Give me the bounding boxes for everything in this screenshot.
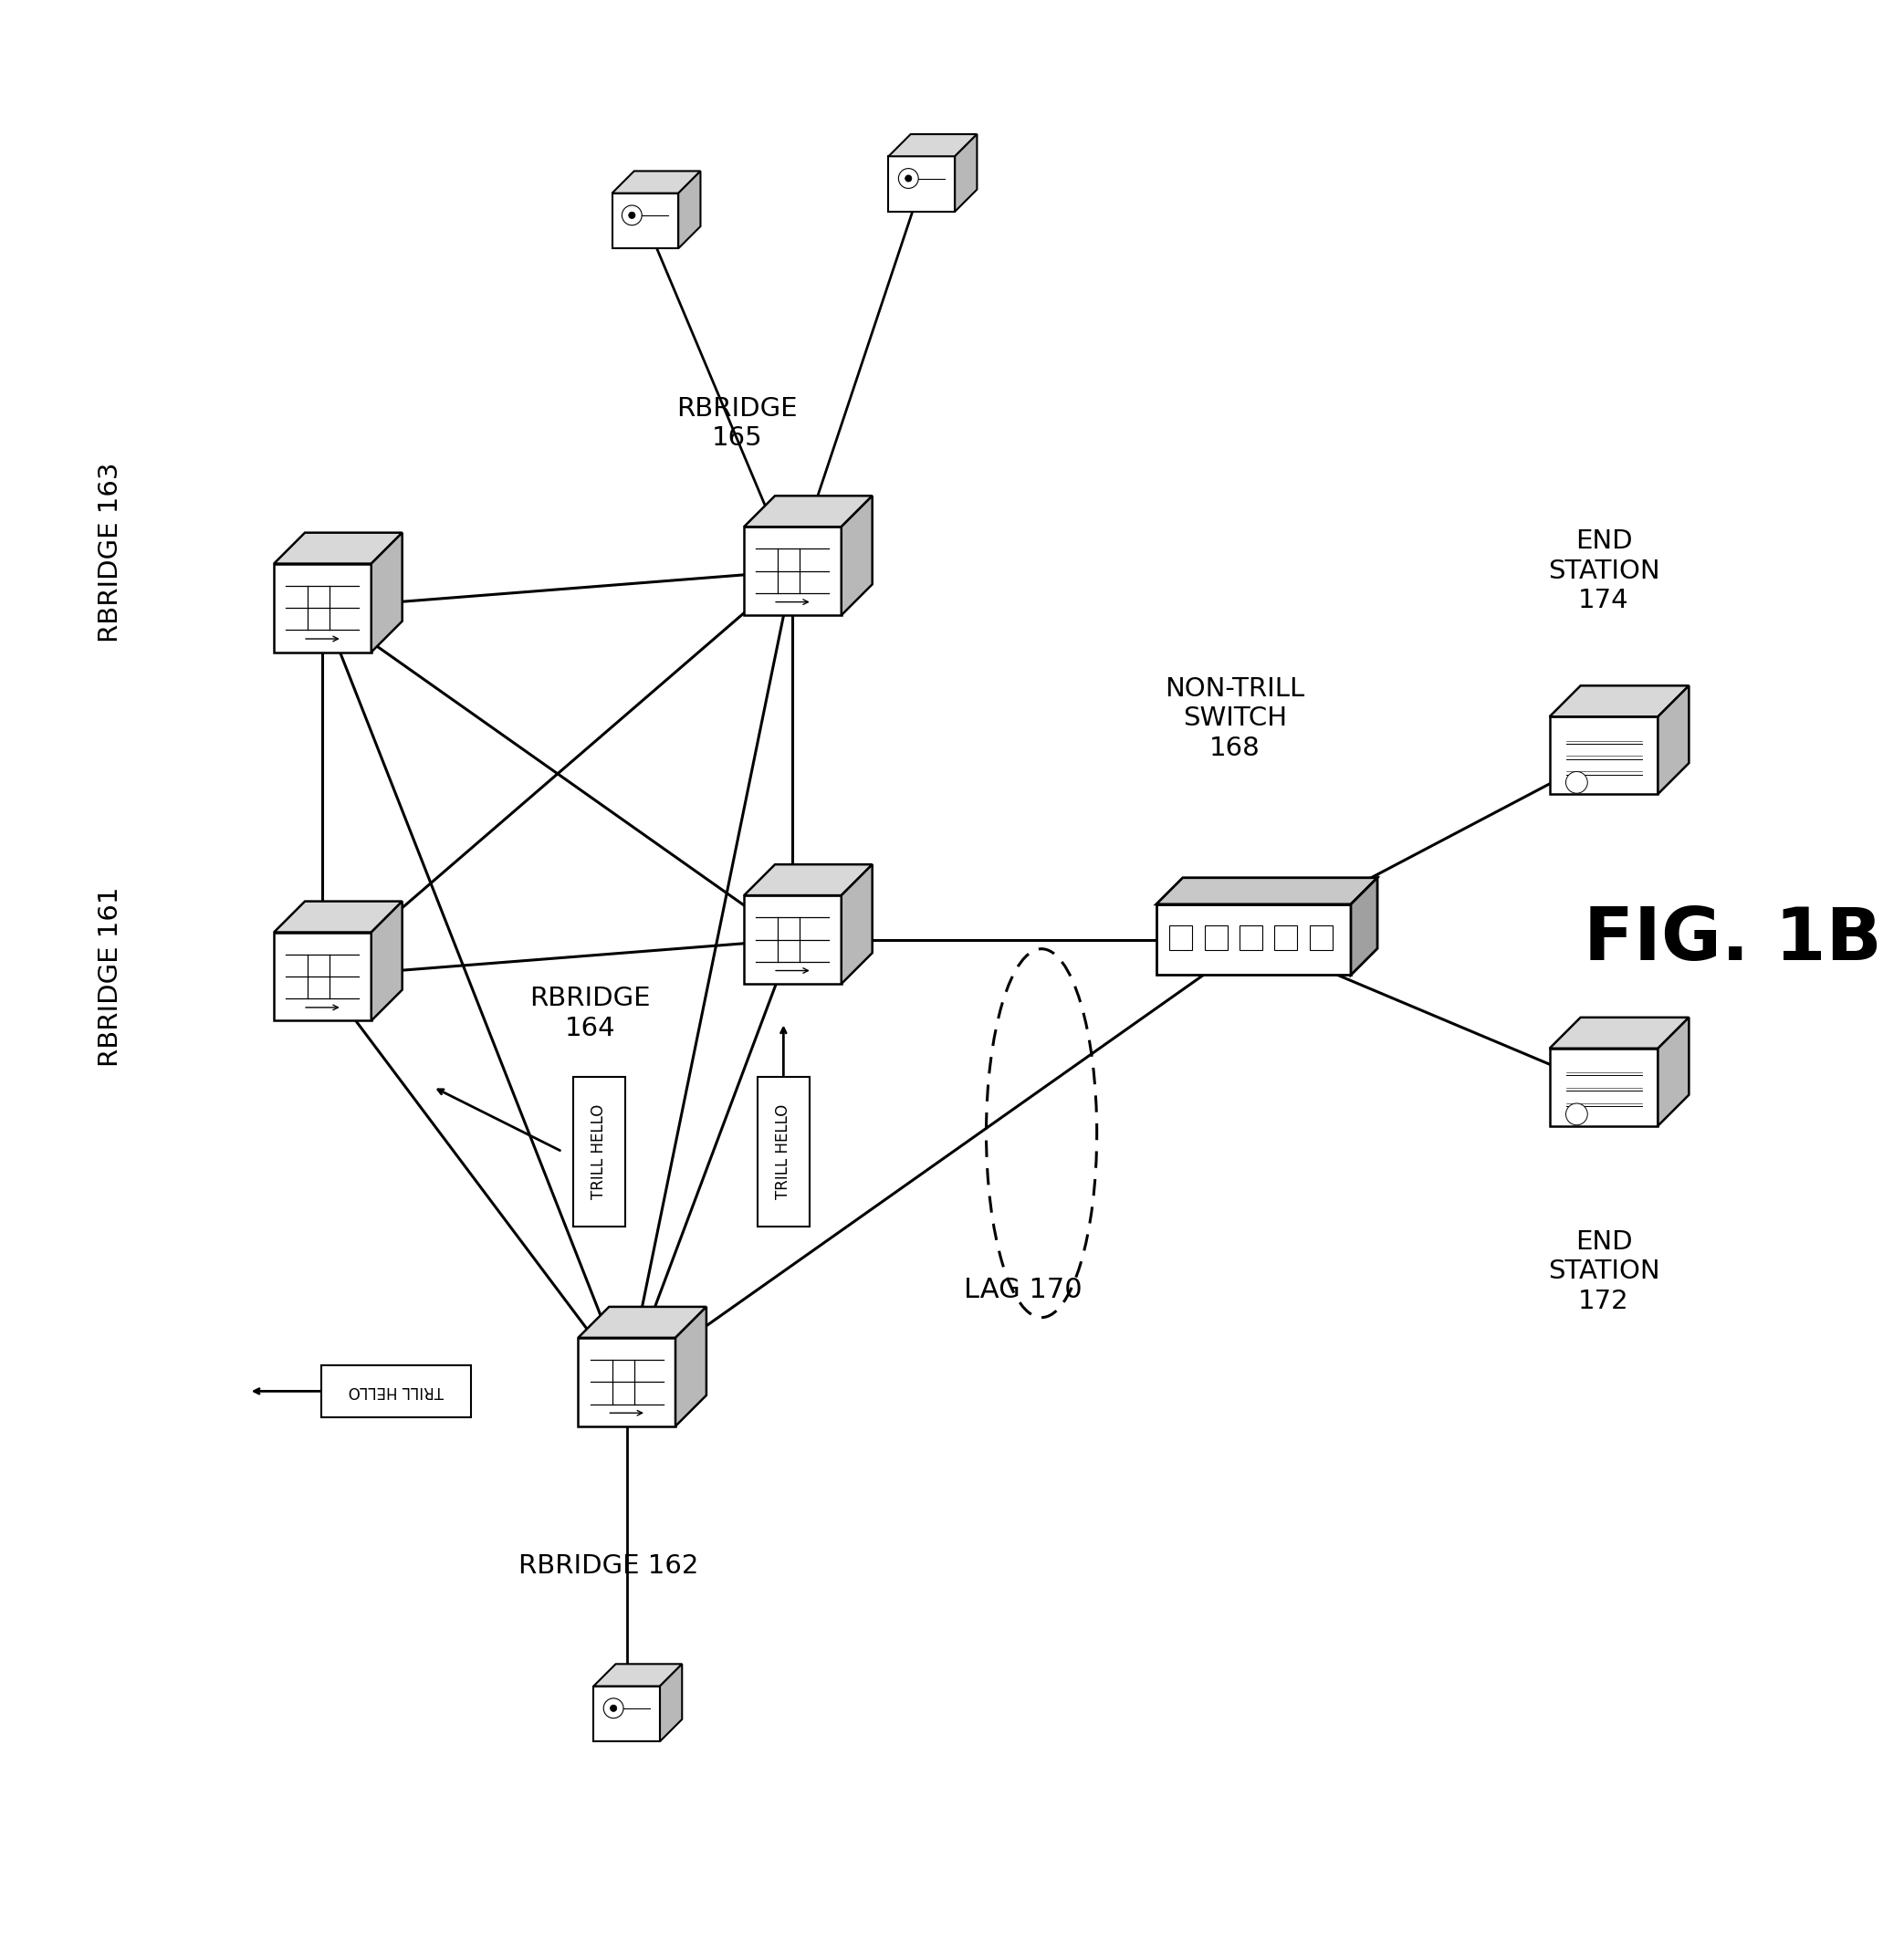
Polygon shape bbox=[274, 900, 402, 932]
Circle shape bbox=[609, 1705, 617, 1711]
Polygon shape bbox=[611, 193, 678, 248]
FancyBboxPatch shape bbox=[322, 1365, 470, 1418]
Text: TRILL HELLO: TRILL HELLO bbox=[348, 1383, 444, 1400]
Polygon shape bbox=[579, 1307, 706, 1338]
Polygon shape bbox=[611, 172, 701, 193]
Polygon shape bbox=[889, 156, 956, 211]
Bar bbox=[1274, 926, 1297, 951]
Text: RBRIDGE 161: RBRIDGE 161 bbox=[97, 887, 124, 1066]
Polygon shape bbox=[1550, 717, 1658, 795]
Polygon shape bbox=[1658, 686, 1689, 795]
Circle shape bbox=[1565, 1103, 1588, 1125]
Text: TRILL HELLO: TRILL HELLO bbox=[775, 1103, 792, 1199]
Polygon shape bbox=[678, 172, 701, 248]
Bar bbox=[1240, 926, 1262, 951]
Text: NON-TRILL
SWITCH
168: NON-TRILL SWITCH 168 bbox=[1165, 676, 1304, 762]
Polygon shape bbox=[1550, 686, 1689, 717]
Polygon shape bbox=[594, 1664, 682, 1685]
Circle shape bbox=[604, 1699, 623, 1719]
Text: RBRIDGE 163: RBRIDGE 163 bbox=[97, 463, 124, 643]
Polygon shape bbox=[744, 527, 842, 615]
Polygon shape bbox=[842, 865, 872, 984]
Polygon shape bbox=[1658, 1018, 1689, 1125]
Bar bbox=[1310, 926, 1333, 951]
Polygon shape bbox=[744, 894, 842, 984]
Circle shape bbox=[899, 168, 918, 187]
Text: LAG 170: LAG 170 bbox=[963, 1277, 1081, 1303]
Polygon shape bbox=[1156, 877, 1377, 904]
Polygon shape bbox=[744, 865, 872, 894]
Polygon shape bbox=[889, 135, 977, 156]
Polygon shape bbox=[371, 533, 402, 652]
Circle shape bbox=[1565, 771, 1588, 793]
Polygon shape bbox=[1156, 904, 1350, 975]
Text: RBRIDGE 162: RBRIDGE 162 bbox=[518, 1553, 699, 1580]
FancyBboxPatch shape bbox=[573, 1076, 625, 1226]
Circle shape bbox=[904, 176, 912, 182]
Polygon shape bbox=[956, 135, 977, 211]
Polygon shape bbox=[842, 496, 872, 615]
Polygon shape bbox=[1550, 1018, 1689, 1049]
Polygon shape bbox=[274, 564, 371, 652]
Polygon shape bbox=[1350, 877, 1377, 975]
Polygon shape bbox=[661, 1664, 682, 1742]
Polygon shape bbox=[579, 1338, 676, 1426]
Bar bbox=[1205, 926, 1228, 951]
Circle shape bbox=[623, 205, 642, 225]
Text: RBRIDGE
164: RBRIDGE 164 bbox=[529, 986, 651, 1041]
Bar bbox=[1169, 926, 1192, 951]
Polygon shape bbox=[594, 1685, 661, 1742]
Text: FIG. 1B: FIG. 1B bbox=[1584, 904, 1881, 975]
Polygon shape bbox=[274, 932, 371, 1021]
Text: END
STATION
172: END STATION 172 bbox=[1548, 1228, 1660, 1314]
Text: TRILL HELLO: TRILL HELLO bbox=[590, 1103, 607, 1199]
Polygon shape bbox=[371, 900, 402, 1021]
Circle shape bbox=[628, 213, 636, 219]
Polygon shape bbox=[1550, 1049, 1658, 1125]
FancyBboxPatch shape bbox=[758, 1076, 809, 1226]
Text: RBRIDGE
165: RBRIDGE 165 bbox=[678, 396, 798, 451]
Text: END
STATION
174: END STATION 174 bbox=[1548, 529, 1660, 613]
Polygon shape bbox=[274, 533, 402, 564]
Polygon shape bbox=[676, 1307, 706, 1426]
Polygon shape bbox=[744, 496, 872, 527]
